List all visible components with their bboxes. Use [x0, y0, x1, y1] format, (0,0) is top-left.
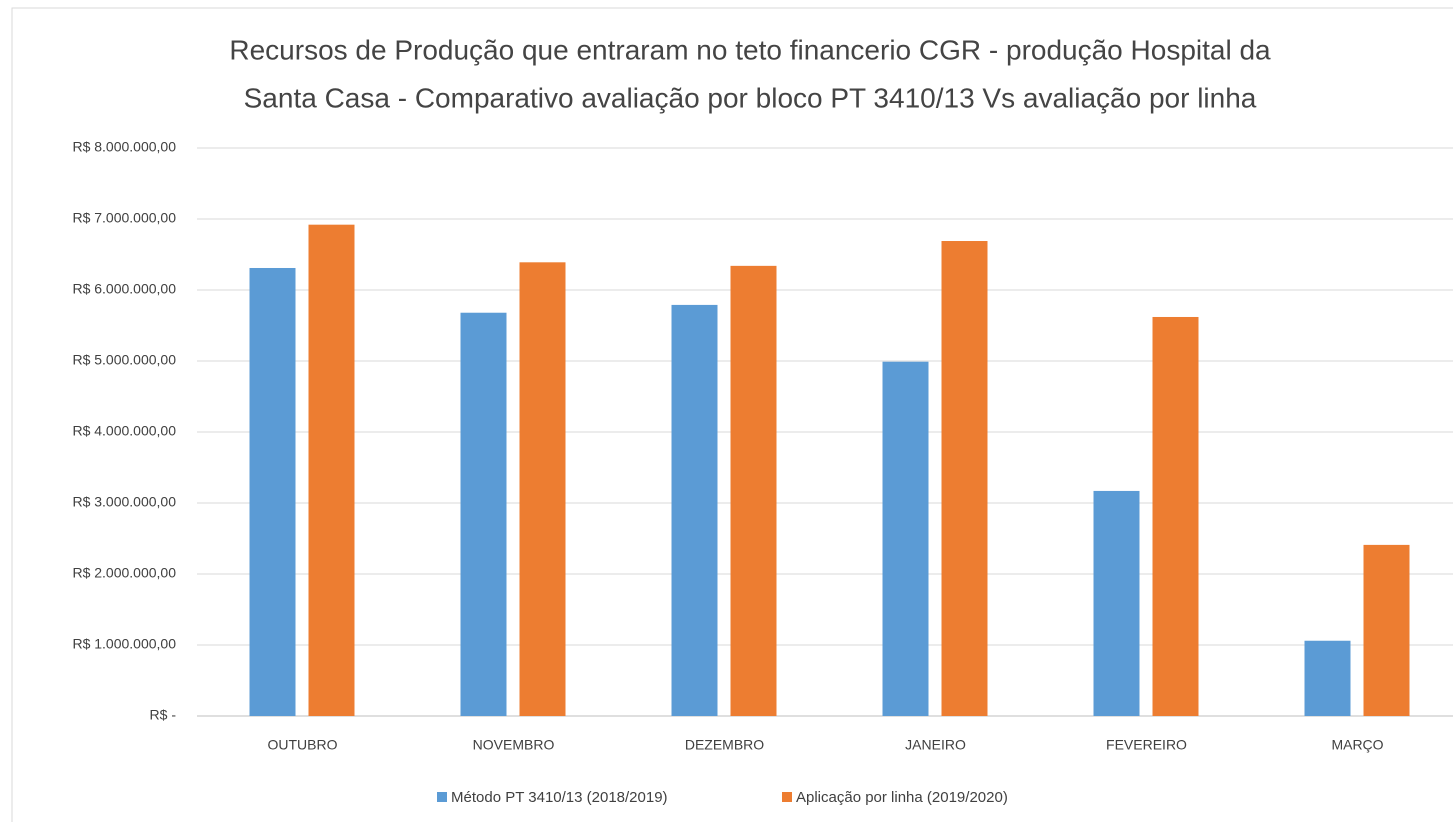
y-tick-label: R$ 2.000.000,00: [72, 565, 176, 581]
y-tick-label: R$ 4.000.000,00: [72, 423, 176, 439]
x-tick-label: FEVEREIRO: [1106, 737, 1187, 753]
legend-swatch: [782, 792, 792, 802]
chart-title: Santa Casa - Comparativo avaliação por b…: [244, 82, 1257, 113]
bar: [1152, 316, 1199, 716]
y-tick-label: R$ 5.000.000,00: [72, 352, 176, 368]
bar: [460, 312, 507, 716]
bar: [249, 267, 296, 716]
bar: [1363, 544, 1410, 716]
x-tick-label: NOVEMBRO: [473, 737, 555, 753]
bar: [730, 265, 777, 716]
bar: [308, 224, 355, 716]
bar: [1093, 490, 1140, 716]
y-tick-label: R$ 6.000.000,00: [72, 281, 176, 297]
x-tick-label: OUTUBRO: [268, 737, 338, 753]
bar: [882, 361, 929, 716]
x-tick-label: JANEIRO: [905, 737, 966, 753]
chart-title: Recursos de Produção que entraram no tet…: [229, 34, 1271, 65]
bar: [1304, 640, 1351, 716]
y-tick-label: R$ -: [150, 707, 177, 723]
x-tick-label: MARÇO: [1331, 737, 1383, 753]
y-tick-label: R$ 3.000.000,00: [72, 494, 176, 510]
bar: [671, 304, 718, 716]
x-tick-label: DEZEMBRO: [685, 737, 764, 753]
y-tick-label: R$ 8.000.000,00: [72, 139, 176, 155]
y-tick-label: R$ 1.000.000,00: [72, 636, 176, 652]
legend-label: Método PT 3410/13 (2018/2019): [451, 789, 668, 806]
bar: [519, 262, 566, 716]
chart-border: [11, 7, 1453, 822]
bar: [941, 241, 988, 716]
legend-label: Aplicação por linha (2019/2020): [796, 789, 1008, 806]
y-tick-label: R$ 7.000.000,00: [72, 210, 176, 226]
legend-swatch: [437, 792, 447, 802]
